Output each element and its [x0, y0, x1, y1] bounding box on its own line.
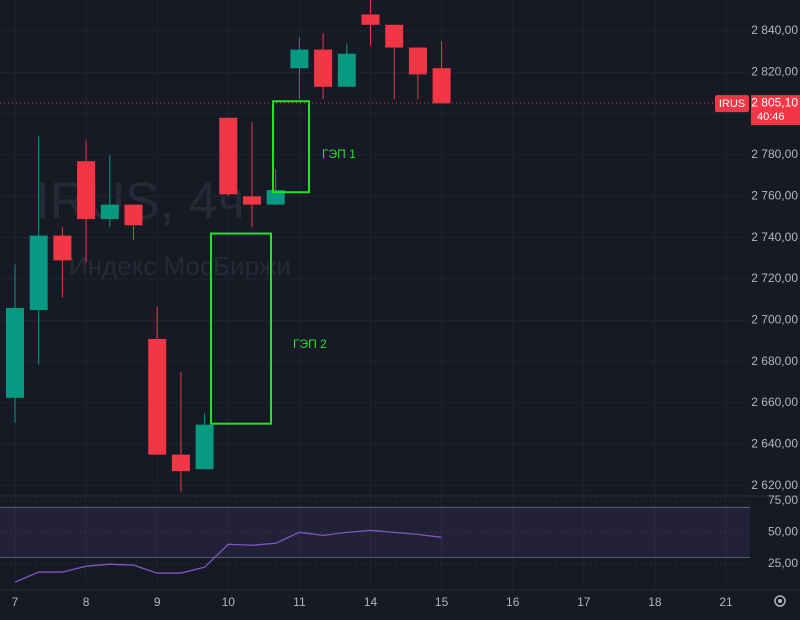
rsi-tick-label: 25,00 [768, 556, 798, 570]
x-tick-label: 17 [577, 595, 591, 609]
y-tick-label: 2 660,00 [751, 395, 798, 409]
x-tick-label: 18 [648, 595, 662, 609]
candle-body [385, 24, 404, 48]
candle-body [171, 454, 190, 472]
x-tick-label: 8 [83, 595, 90, 609]
candle-body [314, 49, 333, 87]
rsi-line [14, 529, 442, 583]
candle-body [6, 307, 24, 398]
rsi-band [0, 507, 750, 558]
x-tick-label: 15 [435, 595, 449, 609]
settings-icon[interactable] [774, 595, 786, 607]
watermark-subtitle: Индекс МосБиржи [69, 251, 291, 281]
symbol-label: IRUS [719, 98, 745, 110]
candle-body [266, 190, 285, 205]
gap-label: ГЭП 2 [293, 337, 327, 351]
candle-body [243, 196, 261, 205]
candle-body [361, 14, 380, 25]
candle-body [148, 338, 167, 455]
candle-body [290, 49, 309, 69]
y-tick-label: 2 720,00 [751, 271, 798, 285]
x-tick-label: 7 [12, 595, 19, 609]
y-tick-label: 2 760,00 [751, 189, 798, 203]
plot: ГЭП 1 ГЭП 2 [0, 0, 750, 583]
candle-body [219, 117, 238, 195]
countdown-label: 40:46 [757, 111, 785, 123]
gap-box [272, 100, 310, 194]
x-tick-label: 9 [154, 595, 161, 609]
price-badge [751, 95, 800, 126]
candle-body [29, 235, 48, 310]
y-tick-label: 2 820,00 [751, 65, 798, 79]
last-price-label: 2 805,10 [751, 95, 798, 109]
y-tick-label: 2 620,00 [751, 478, 798, 492]
x-tick-label: 14 [364, 595, 378, 609]
symbol-badge [715, 95, 749, 113]
y-tick-label: 2 680,00 [751, 354, 798, 368]
gap-box [210, 232, 272, 425]
y-tick-label: 2 740,00 [751, 230, 798, 244]
candle-body [195, 424, 214, 470]
x-tick-label: 11 [293, 595, 306, 609]
y-tick-label: 2 780,00 [751, 147, 798, 161]
candle-body [124, 204, 143, 226]
y-tick-label: 2 840,00 [751, 23, 798, 37]
candle-body [100, 204, 119, 220]
x-tick-label: 16 [506, 595, 520, 609]
gap-label: ГЭП 1 [322, 147, 356, 161]
candle-body [432, 68, 451, 104]
x-tick-label: 21 [719, 595, 733, 609]
grid [0, 0, 750, 590]
candle-body [337, 53, 356, 87]
y-tick-label: 2 640,00 [751, 437, 798, 451]
rsi-tick-label: 75,00 [768, 493, 798, 507]
candle-body [408, 47, 427, 75]
rsi-tick-label: 50,00 [768, 525, 798, 539]
candle-body [77, 161, 96, 220]
y-tick-label: 2 700,00 [751, 313, 798, 327]
x-tick-label: 10 [222, 595, 236, 609]
candle-body [53, 235, 72, 261]
